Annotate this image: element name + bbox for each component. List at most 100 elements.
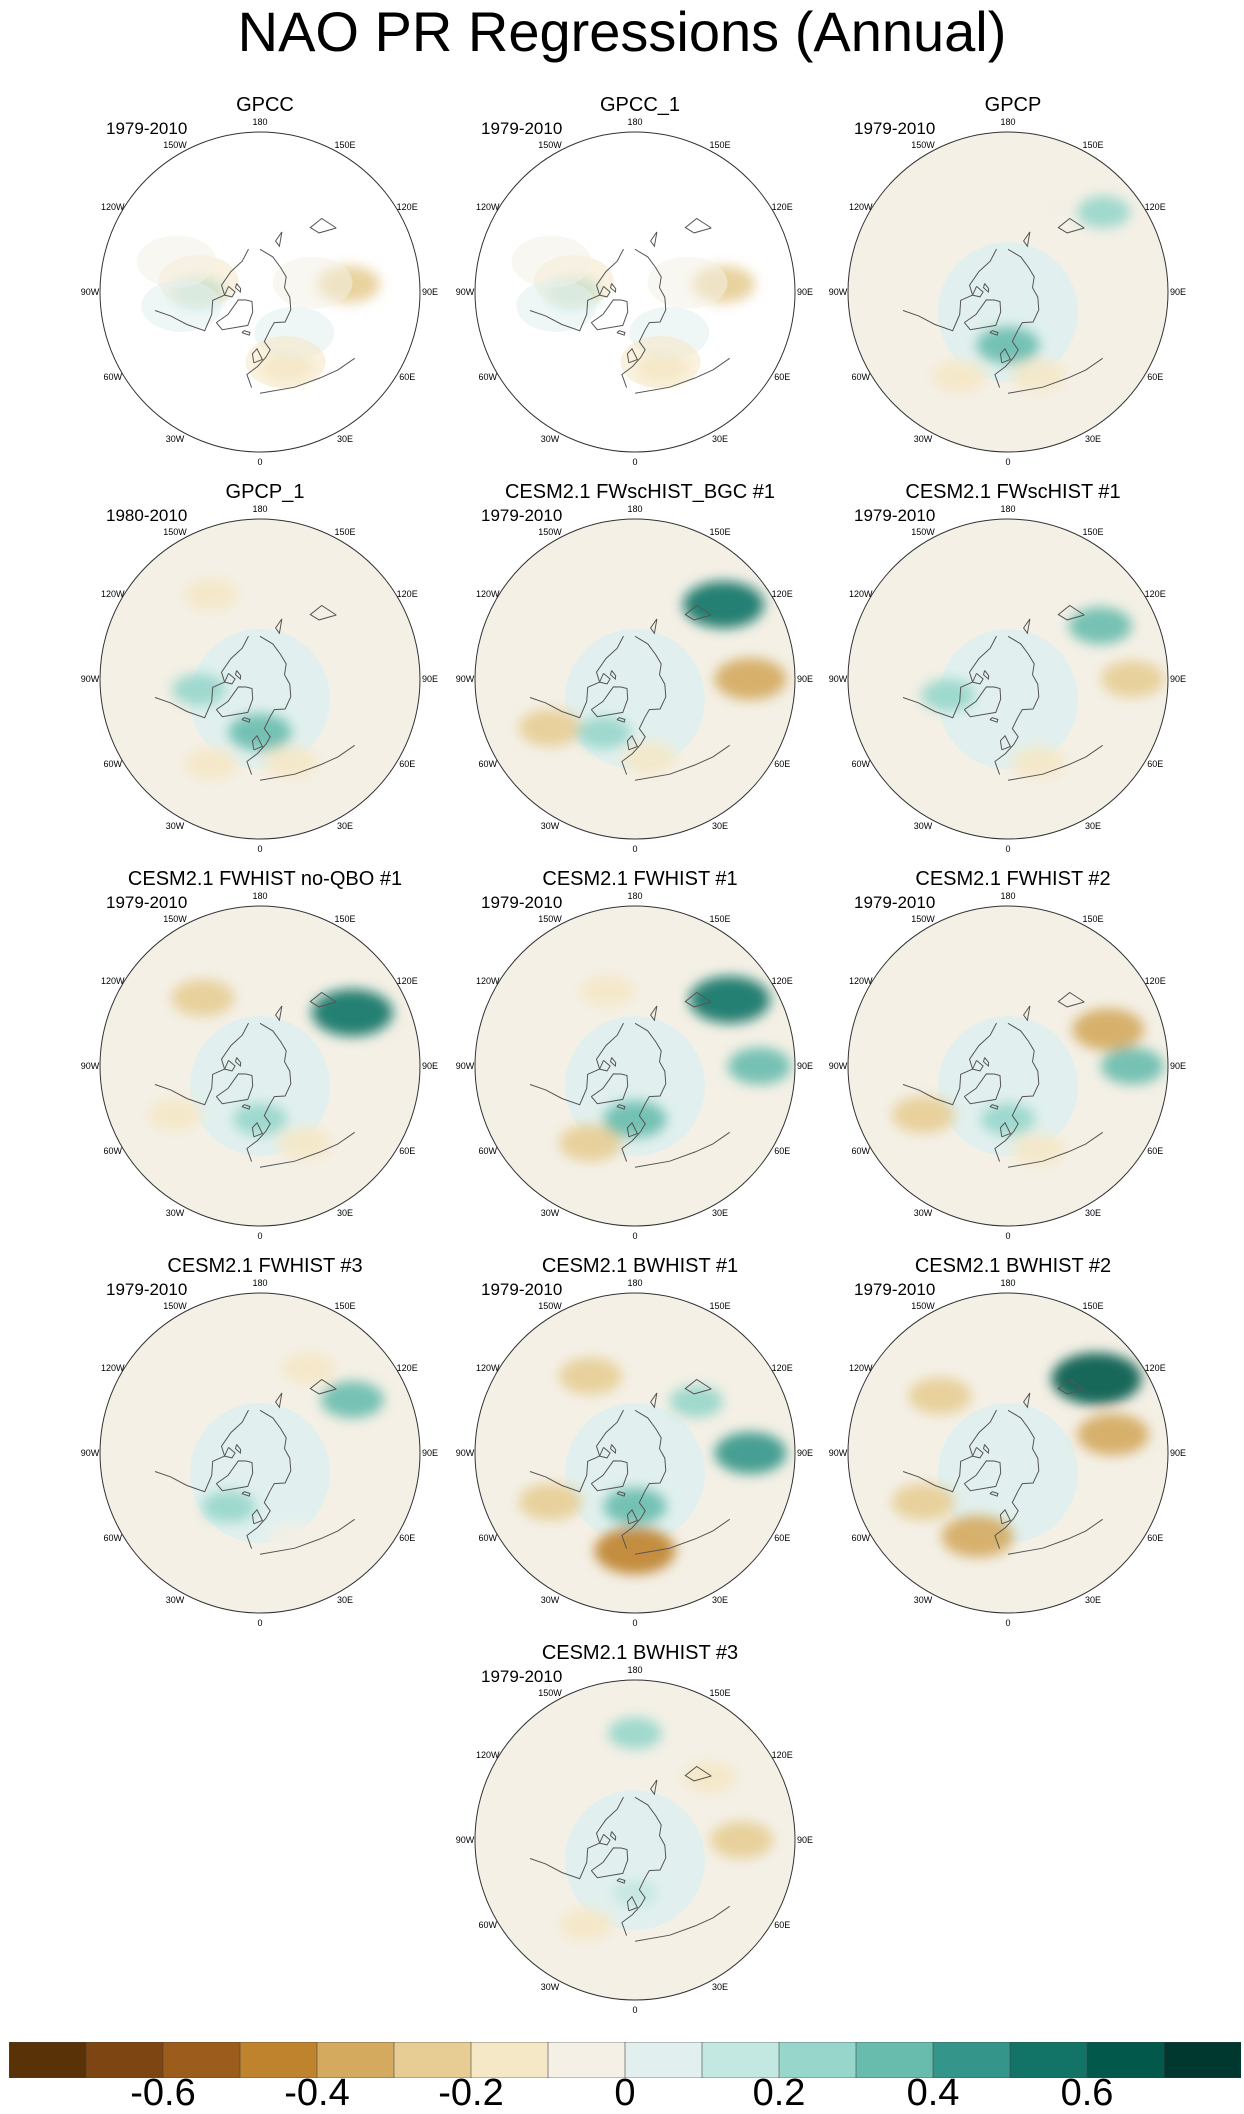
anomaly-blob (1034, 193, 1080, 221)
coastline (529, 635, 624, 719)
longitude-label: 0 (1005, 457, 1010, 467)
map-boundary (99, 905, 421, 1227)
background-anomaly-field (938, 1016, 1078, 1156)
anomaly-blob (941, 1515, 1014, 1558)
coastline (616, 330, 626, 336)
coastline (963, 299, 1002, 331)
coastline (590, 686, 629, 718)
longitude-label: 120E (397, 976, 418, 986)
map-boundary (847, 905, 1169, 1227)
coastline (246, 248, 292, 388)
background-anomaly-field (938, 242, 1078, 382)
anomaly-blob (263, 746, 318, 779)
coastline (609, 283, 617, 294)
colorbar-swatch (316, 2041, 395, 2079)
colorbar-swatch (470, 2041, 549, 2079)
longitude-label: 90E (797, 1835, 813, 1845)
map-panel: CESM2.1 BWHIST #1 1979-2010 180 150E 120E 90E… (456, 1254, 820, 1634)
coastline (1057, 604, 1085, 621)
map-boundary (474, 1292, 796, 1614)
coastline (902, 248, 997, 332)
colorbar-swatch (1086, 2041, 1165, 2079)
longitude-label: 120W (849, 589, 873, 599)
coastline (1022, 1392, 1031, 1409)
panel-title: CESM2.1 BWHIST #3 (541, 1642, 739, 1664)
polar-map: 180 150E 120E 90E 60E 30E 0 30W 60W 90W 120W 150W (829, 1278, 1186, 1628)
longitude-label: 150E (334, 140, 355, 150)
longitude-label: 60W (479, 759, 498, 769)
colorbar-swatch (162, 2041, 241, 2079)
anomaly-blob (683, 581, 765, 629)
coastline (616, 1878, 626, 1884)
panel-title: CESM2.1 BWHIST #2 (914, 1255, 1112, 1277)
coastline (684, 1378, 712, 1395)
coastline (989, 1491, 999, 1497)
panel-years: 1980-2010 (106, 506, 188, 525)
coastline (621, 1409, 667, 1549)
polar-map: 180 150E 120E 90E 60E 30E 0 30W 60W 90W 120W 150W (81, 117, 438, 467)
panel-title: CESM2.1 FWscHIST_BGC #1 (504, 481, 776, 503)
coastline (529, 248, 624, 332)
coastline (989, 330, 999, 336)
polar-map: 180 150E 120E 90E 60E 30E 0 30W 60W 90W 120W 150W (456, 1665, 813, 2015)
anomaly-blob (727, 1047, 791, 1085)
background-anomaly-field (565, 1790, 705, 1930)
coastline (971, 1447, 984, 1459)
coastline (634, 1905, 730, 1942)
map-boundary (474, 518, 796, 840)
coastline (684, 991, 712, 1008)
colorbar-swatch (547, 2041, 626, 2079)
background-anomaly-field (938, 1403, 1078, 1543)
longitude-label: 60E (1147, 1146, 1163, 1156)
land-anomaly-patch (511, 235, 592, 288)
longitude-label: 150E (334, 527, 355, 537)
longitude-label: 150E (709, 1688, 730, 1698)
coastline (154, 1409, 249, 1493)
longitude-label: 150W (163, 527, 187, 537)
longitude-label: 90W (829, 674, 848, 684)
longitude-label: 60W (479, 1920, 498, 1930)
longitude-label: 0 (632, 2005, 637, 2015)
longitude-label: 120W (101, 589, 125, 599)
longitude-label: 180 (1000, 504, 1015, 514)
coastline (1057, 217, 1085, 234)
coastline (1007, 357, 1103, 394)
coastline (251, 734, 264, 751)
coastline (234, 283, 242, 294)
coastline (241, 717, 251, 723)
panel-title: CESM2.1 FWHIST #1 (542, 868, 738, 890)
map-background (475, 132, 795, 452)
coastline (609, 1444, 617, 1455)
coastline (902, 1022, 997, 1106)
map-panel: GPCC_1 1979-2010 180 150E 120E 90E 60E 30E 0 30W 6… (456, 93, 820, 473)
anomaly-blob (148, 1098, 203, 1131)
longitude-label: 90E (1170, 1448, 1186, 1458)
longitude-label: 150E (709, 140, 730, 150)
anomaly-blob (1051, 1352, 1142, 1405)
longitude-label: 30E (1085, 1208, 1101, 1218)
longitude-label: 120E (772, 1363, 793, 1373)
longitude-label: 120W (476, 1363, 500, 1373)
longitude-label: 30W (914, 1595, 933, 1605)
longitude-label: 30W (166, 1208, 185, 1218)
map-boundary (99, 131, 421, 453)
longitude-label: 180 (252, 117, 267, 127)
anomaly-blob (1068, 607, 1132, 645)
coastline (234, 1444, 242, 1455)
longitude-label: 90W (81, 674, 100, 684)
coastline (1057, 991, 1085, 1008)
coastline (223, 286, 236, 298)
polar-map: 180 150E 120E 90E 60E 30E 0 30W 60W 90W 120W 150W (456, 891, 813, 1241)
longitude-label: 150W (538, 914, 562, 924)
longitude-label: 90W (81, 1448, 100, 1458)
longitude-label: 30W (914, 821, 933, 831)
coastline (154, 248, 249, 332)
longitude-label: 30E (337, 434, 353, 444)
panel-title: GPCC (236, 94, 294, 116)
map-panel: CESM2.1 BWHIST #2 1979-2010 180 150E 120E 90E… (829, 1254, 1193, 1634)
anomaly-blob (976, 326, 1040, 364)
anomaly-blob (689, 976, 771, 1024)
longitude-label: 60E (399, 1533, 415, 1543)
longitude-label: 30W (166, 821, 185, 831)
longitude-label: 90E (797, 1448, 813, 1458)
